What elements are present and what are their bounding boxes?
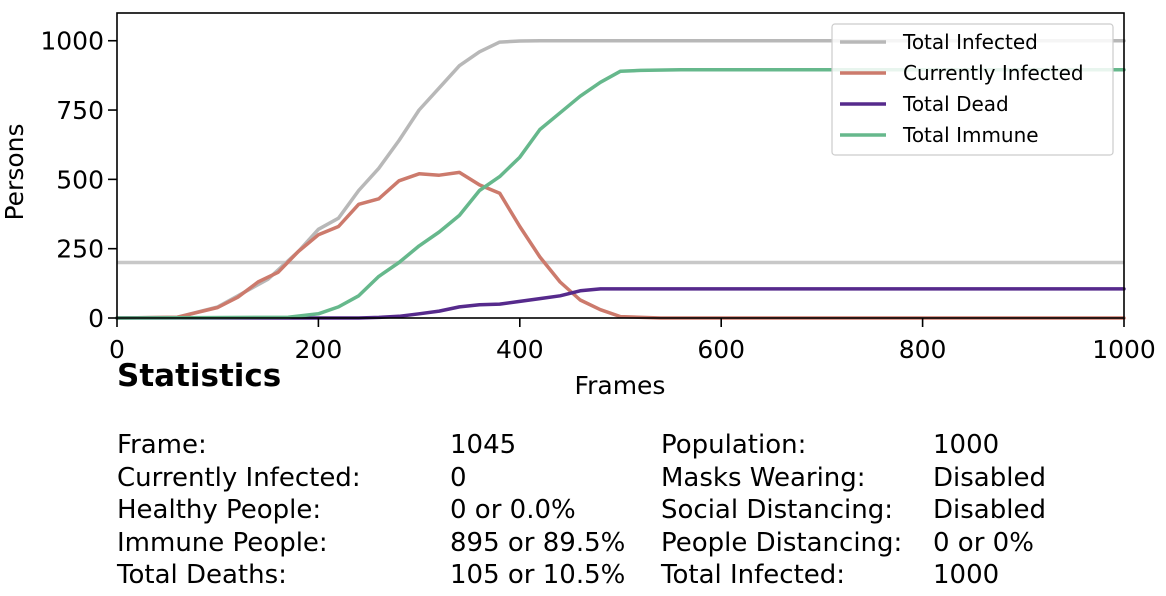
x-tick-label: 800 <box>899 335 947 364</box>
legend-label: Total Dead <box>902 92 1009 116</box>
statistics-title: Statistics <box>117 358 282 394</box>
stat-value: 0 or 0.0% <box>450 495 576 525</box>
stat-label: Total Deaths: <box>117 560 287 590</box>
stat-label: Masks Wearing: <box>661 463 866 493</box>
stat-label: Total Infected: <box>661 560 846 590</box>
y-tick-label: 500 <box>56 165 104 194</box>
x-tick-label: 200 <box>295 335 343 364</box>
y-tick-label: 1000 <box>40 27 104 56</box>
legend-label: Currently Infected <box>903 61 1084 85</box>
stat-value: 1000 <box>933 560 1000 590</box>
stat-label: Frame: <box>117 430 207 460</box>
stat-label: Immune People: <box>117 528 328 558</box>
y-axis: 0 250 500 750 1000 <box>40 27 117 333</box>
stat-label: Currently Infected: <box>117 463 361 493</box>
stat-value: 895 or 89.5% <box>450 528 626 558</box>
stat-value: 1000 <box>933 430 1000 460</box>
stat-label: People Distancing: <box>661 528 903 558</box>
legend-label: Total Immune <box>902 123 1039 147</box>
x-tick-label: 0 <box>109 335 125 364</box>
series-line-2 <box>115 287 1126 320</box>
x-tick-label: 600 <box>697 335 745 364</box>
legend-label: Total Infected <box>902 30 1038 54</box>
y-tick-label: 250 <box>56 235 104 264</box>
series-line-1 <box>115 170 1126 320</box>
stat-value: 1045 <box>450 430 517 460</box>
series-line-3 <box>115 68 1126 320</box>
x-tick-label: 1000 <box>1092 335 1156 364</box>
plot-frame <box>116 12 1125 319</box>
stat-value: Disabled <box>933 463 1046 493</box>
y-tick-label: 0 <box>88 304 104 333</box>
stat-label: Population: <box>661 430 807 460</box>
stat-value: 0 <box>450 463 467 493</box>
stat-value: Disabled <box>933 495 1046 525</box>
stat-value: 0 or 0% <box>933 528 1034 558</box>
y-axis-label: Persons <box>0 123 29 220</box>
x-axis-label: Frames <box>575 371 666 400</box>
legend-box <box>831 23 1114 156</box>
legend: Total Infected Currently Infected Total De… <box>831 23 1114 156</box>
stat-label: Healthy People: <box>117 495 322 525</box>
x-axis: 0 200 400 600 800 1000 <box>109 318 1156 364</box>
stat-label: Social Distancing: <box>661 495 894 525</box>
stat-value: 105 or 10.5% <box>450 560 626 590</box>
x-tick-label: 400 <box>496 335 544 364</box>
y-tick-label: 750 <box>56 96 104 125</box>
